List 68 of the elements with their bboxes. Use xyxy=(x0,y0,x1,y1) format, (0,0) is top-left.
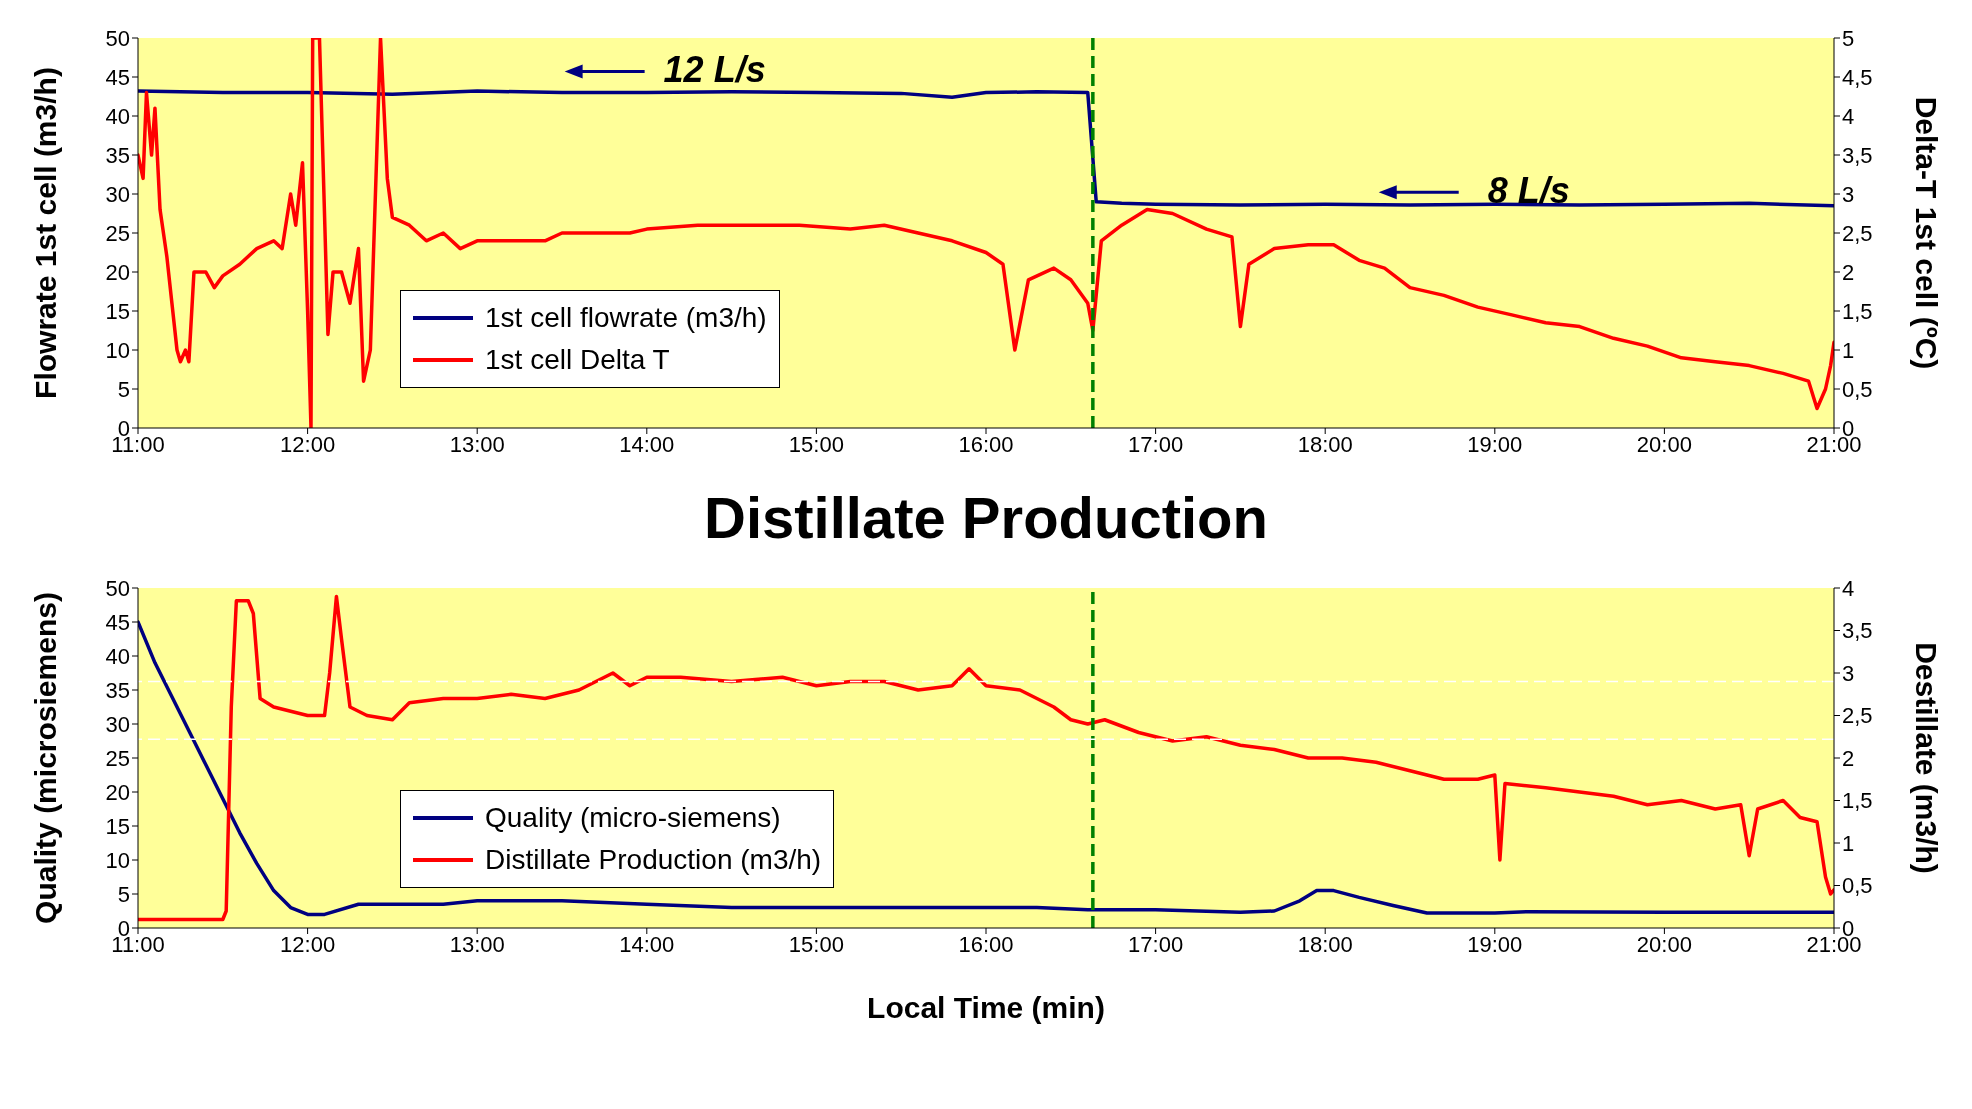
y2-tick-label: 2,5 xyxy=(1842,220,1873,246)
y-tick-label: 25 xyxy=(105,745,130,771)
y-tick-label: 35 xyxy=(105,677,130,703)
x-tick-label: 12:00 xyxy=(280,431,336,457)
y-tick-label: 5 xyxy=(117,376,130,402)
annotation: 12 L/s xyxy=(663,49,766,91)
y2-tick-label: 0,5 xyxy=(1842,873,1873,899)
x-tick-label: 19:00 xyxy=(1467,931,1523,957)
x-tick-label: 13:00 xyxy=(449,431,505,457)
x-tick-label: 19:00 xyxy=(1467,431,1523,457)
y2-tick-label: 1 xyxy=(1842,830,1855,856)
y2-tick-label: 3,5 xyxy=(1842,142,1873,168)
y2-tick-label: 2 xyxy=(1842,259,1855,285)
y2-tick-label: 1 xyxy=(1842,337,1855,363)
y2-axis-title: Delta-T 1st cell (ºC) xyxy=(1910,96,1944,370)
y2-tick-label: 5 xyxy=(1842,25,1855,51)
y2-axis-title: Destillate (m3/h) xyxy=(1910,642,1944,874)
x-tick-label: 15:00 xyxy=(788,931,844,957)
chart-title: Distillate Production xyxy=(703,484,1269,552)
y2-tick-label: 2,5 xyxy=(1842,703,1873,729)
y-tick-label: 10 xyxy=(105,847,130,873)
x-tick-label: 18:00 xyxy=(1297,431,1353,457)
y-tick-label: 20 xyxy=(105,779,130,805)
y-tick-label: 50 xyxy=(105,575,130,601)
y-tick-label: 30 xyxy=(105,711,130,737)
y2-tick-label: 3 xyxy=(1842,660,1855,686)
x-axis-title: Local Time (min) xyxy=(867,991,1105,1024)
x-tick-label: 20:00 xyxy=(1636,931,1692,957)
y2-tick-label: 1,5 xyxy=(1842,788,1873,814)
x-tick-label: 14:00 xyxy=(619,431,675,457)
y-tick-label: 15 xyxy=(105,813,130,839)
x-tick-label: 16:00 xyxy=(958,431,1014,457)
y2-tick-label: 0,5 xyxy=(1842,376,1873,402)
x-tick-label: 15:00 xyxy=(788,431,844,457)
y-tick-label: 40 xyxy=(105,643,130,669)
y-tick-label: 45 xyxy=(105,64,130,90)
annotation: 8 L/s xyxy=(1487,170,1570,212)
y2-tick-label: 3 xyxy=(1842,181,1855,207)
x-tick-label: 17:00 xyxy=(1128,431,1184,457)
y-tick-label: 30 xyxy=(105,181,130,207)
legend-label: 1st cell Delta T xyxy=(485,343,670,377)
x-tick-label: 17:00 xyxy=(1128,931,1184,957)
y2-tick-label: 4 xyxy=(1842,575,1855,601)
y2-tick-label: 4 xyxy=(1842,103,1855,129)
y2-tick-label: 3,5 xyxy=(1842,618,1873,644)
y-tick-label: 5 xyxy=(117,881,130,907)
y-axis-title: Flowrate 1st cell (m3/h) xyxy=(28,67,62,399)
y-tick-label: 45 xyxy=(105,609,130,635)
x-tick-label: 12:00 xyxy=(280,931,336,957)
x-tick-label: 20:00 xyxy=(1636,431,1692,457)
y-tick-label: 50 xyxy=(105,25,130,51)
y-tick-label: 20 xyxy=(105,259,130,285)
y-axis-title: Quality (microsiemens) xyxy=(28,592,62,924)
x-tick-label: 13:00 xyxy=(449,931,505,957)
y2-tick-label: 1,5 xyxy=(1842,298,1873,324)
y2-tick-label: 2 xyxy=(1842,745,1855,771)
y-tick-label: 35 xyxy=(105,142,130,168)
x-tick-label: 18:00 xyxy=(1297,931,1353,957)
legend-label: Distillate Production (m3/h) xyxy=(485,843,822,877)
legend-label: 1st cell flowrate (m3/h) xyxy=(485,301,767,335)
legend-label: Quality (micro-siemens) xyxy=(485,801,781,835)
y-tick-label: 10 xyxy=(105,337,130,363)
y-tick-label: 15 xyxy=(105,298,130,324)
y-tick-label: 40 xyxy=(105,103,130,129)
y2-tick-label: 4,5 xyxy=(1842,64,1873,90)
y-tick-label: 25 xyxy=(105,220,130,246)
x-tick-label: 16:00 xyxy=(958,931,1014,957)
x-tick-label: 14:00 xyxy=(619,931,675,957)
